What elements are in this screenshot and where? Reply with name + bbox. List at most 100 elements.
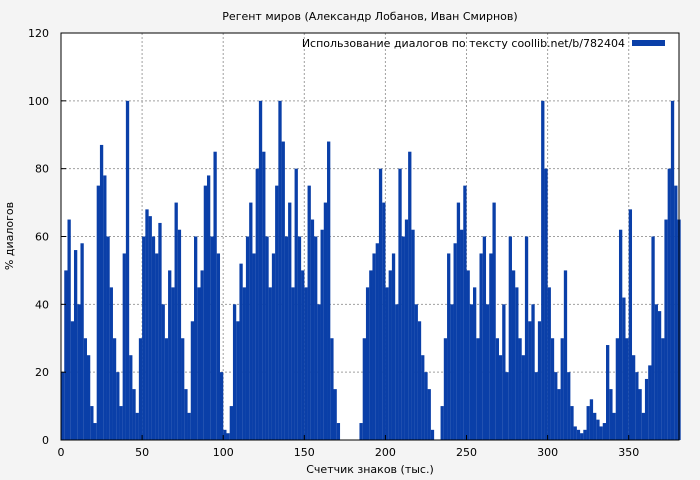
bar bbox=[635, 372, 639, 440]
bar bbox=[427, 389, 431, 440]
bar bbox=[580, 433, 584, 440]
bar bbox=[304, 287, 308, 440]
x-tick-label: 200 bbox=[375, 446, 396, 459]
bar bbox=[674, 185, 678, 440]
bar bbox=[232, 304, 237, 440]
bar bbox=[223, 429, 227, 440]
bar bbox=[651, 236, 655, 440]
bar bbox=[524, 236, 529, 440]
bar bbox=[301, 270, 305, 440]
legend-swatch bbox=[632, 40, 665, 46]
bar bbox=[206, 175, 211, 440]
bar bbox=[463, 185, 467, 440]
bar-series bbox=[61, 100, 681, 441]
legend: Использование диалогов по тексту coollib… bbox=[302, 37, 665, 50]
bar bbox=[395, 304, 399, 440]
bar bbox=[203, 185, 208, 440]
bar bbox=[638, 389, 642, 440]
bar bbox=[135, 412, 139, 440]
x-tick-label: 250 bbox=[456, 446, 477, 459]
bar bbox=[362, 338, 367, 440]
bar bbox=[265, 236, 269, 440]
bar bbox=[473, 287, 477, 440]
legend-label: Использование диалогов по тексту coollib… bbox=[302, 37, 625, 50]
bar bbox=[294, 168, 298, 440]
bar bbox=[557, 389, 561, 440]
bar bbox=[631, 355, 636, 440]
bar bbox=[125, 100, 130, 440]
bar bbox=[112, 338, 117, 440]
bar bbox=[190, 321, 195, 440]
bar bbox=[641, 412, 645, 440]
bar bbox=[242, 287, 246, 440]
x-tick-label: 150 bbox=[294, 446, 315, 459]
bar bbox=[297, 236, 302, 440]
bar bbox=[255, 168, 259, 440]
bar bbox=[615, 338, 620, 440]
y-tick-label: 100 bbox=[28, 95, 49, 108]
bar bbox=[96, 185, 100, 440]
bar bbox=[77, 304, 81, 440]
bar bbox=[129, 355, 133, 440]
bar bbox=[628, 209, 633, 440]
bar bbox=[281, 141, 285, 441]
y-tick-label: 0 bbox=[42, 434, 49, 447]
bar bbox=[654, 304, 658, 440]
y-axis-ticks: 0 20 40 60 80 100 120 bbox=[28, 27, 66, 447]
bar bbox=[151, 236, 156, 440]
bar bbox=[589, 399, 594, 440]
bar bbox=[64, 270, 68, 440]
bar bbox=[661, 338, 665, 440]
bar bbox=[440, 406, 444, 440]
bar bbox=[404, 219, 409, 440]
bar bbox=[515, 287, 519, 440]
bar bbox=[174, 202, 178, 440]
bar bbox=[323, 202, 328, 440]
bar bbox=[648, 365, 652, 440]
bar bbox=[670, 100, 675, 440]
bar bbox=[534, 372, 538, 440]
bar bbox=[563, 270, 568, 440]
bar bbox=[210, 236, 214, 440]
bar bbox=[61, 372, 65, 440]
bar bbox=[252, 253, 256, 440]
bar bbox=[148, 216, 152, 440]
bar bbox=[576, 429, 581, 440]
bar bbox=[618, 229, 623, 440]
x-tick-label: 100 bbox=[213, 446, 234, 459]
bar bbox=[310, 219, 315, 440]
bar bbox=[391, 253, 396, 440]
bar bbox=[80, 243, 84, 440]
bar bbox=[372, 253, 376, 440]
bar bbox=[492, 202, 496, 440]
bar bbox=[181, 338, 185, 440]
bar bbox=[216, 253, 221, 440]
bar bbox=[511, 270, 516, 440]
bar bbox=[122, 253, 126, 440]
y-tick-label: 120 bbox=[28, 27, 49, 40]
bar bbox=[411, 229, 415, 440]
bar bbox=[288, 202, 292, 440]
bar bbox=[505, 372, 509, 440]
bar bbox=[184, 389, 188, 440]
bar bbox=[599, 426, 603, 440]
x-axis-label: Счетчик знаков (тыс.) bbox=[306, 463, 434, 476]
bar bbox=[554, 372, 558, 440]
bar bbox=[67, 219, 71, 440]
bar bbox=[537, 321, 542, 440]
bar bbox=[307, 185, 311, 440]
bar bbox=[495, 338, 500, 440]
bar bbox=[177, 229, 182, 440]
y-tick-label: 20 bbox=[35, 366, 49, 379]
bar bbox=[570, 406, 574, 440]
bar bbox=[375, 243, 379, 440]
bar bbox=[109, 287, 113, 440]
bar bbox=[249, 202, 253, 440]
x-tick-label: 50 bbox=[135, 446, 149, 459]
bar bbox=[528, 321, 532, 440]
bar bbox=[664, 219, 668, 440]
bar bbox=[239, 263, 243, 440]
bar bbox=[586, 406, 590, 440]
y-axis-label: % диалогов bbox=[3, 202, 16, 270]
